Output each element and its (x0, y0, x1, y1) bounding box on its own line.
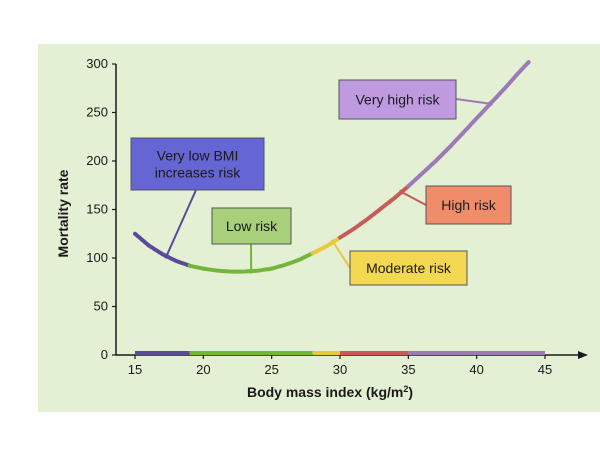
annotation-label: High risk (441, 197, 496, 213)
y-tick-label: 150 (86, 202, 108, 217)
risk-bar-segment (312, 351, 340, 355)
annotation-box (349, 250, 468, 286)
risk-bar-layer (135, 351, 545, 355)
mortality-curve-segment (406, 60, 531, 189)
x-tick-label: 30 (333, 362, 347, 377)
y-tick-label: 100 (86, 250, 108, 265)
annotation-connector (455, 98, 491, 105)
x-axis-arrow (578, 351, 588, 359)
annotation-box (211, 207, 292, 245)
annotation-connector (332, 241, 351, 269)
annotation-anchor-dot (487, 101, 493, 107)
annotation-box (425, 185, 512, 225)
x-tick-label: 40 (469, 362, 483, 377)
x-tick-label: 45 (538, 362, 552, 377)
mortality-curve-segment (310, 235, 342, 256)
x-tick-label: 20 (196, 362, 210, 377)
annotation-label: Very high risk (355, 92, 440, 108)
annotation-connector (401, 191, 427, 206)
annotation-connector (165, 189, 197, 257)
axis-layer: 0 50 100 150 200 250 300 15 20 25 30 35 40 45 (86, 56, 588, 377)
x-axis-label: Body mass index (kg/m2) (247, 384, 413, 400)
chart-panel (38, 44, 600, 412)
annotation-label: Moderate risk (366, 260, 452, 276)
y-tick-label: 50 (94, 299, 108, 314)
annotation-box (130, 137, 265, 191)
annotation-layer: Very low BMI increases risk Low risk Modera… (130, 79, 512, 286)
annotation-anchor-dot (248, 268, 254, 274)
y-tick-label: 300 (86, 56, 108, 71)
x-tick-label: 15 (128, 362, 142, 377)
y-axis-label: Mortality rate (55, 169, 71, 257)
annotation-label: Low risk (226, 218, 278, 234)
annotation-label: Very low BMI increases risk (155, 148, 242, 181)
risk-bar-segment (408, 351, 545, 355)
x-tick-label: 35 (401, 362, 415, 377)
annotation-box (338, 79, 457, 120)
annotation-anchor-dot (330, 239, 336, 245)
x-tick-label: 25 (264, 362, 278, 377)
risk-bar-segment (340, 351, 409, 355)
mortality-curve-segment (338, 184, 411, 240)
y-tick-label: 250 (86, 105, 108, 120)
risk-bar-segment (189, 351, 313, 355)
y-tick-label: 0 (101, 347, 108, 362)
y-tick-label: 200 (86, 153, 108, 168)
risk-bar-segment (135, 351, 190, 355)
mortality-curve-segment (133, 231, 192, 268)
annotation-anchor-dot (163, 253, 169, 259)
annotation-anchor-dot (399, 189, 404, 195)
